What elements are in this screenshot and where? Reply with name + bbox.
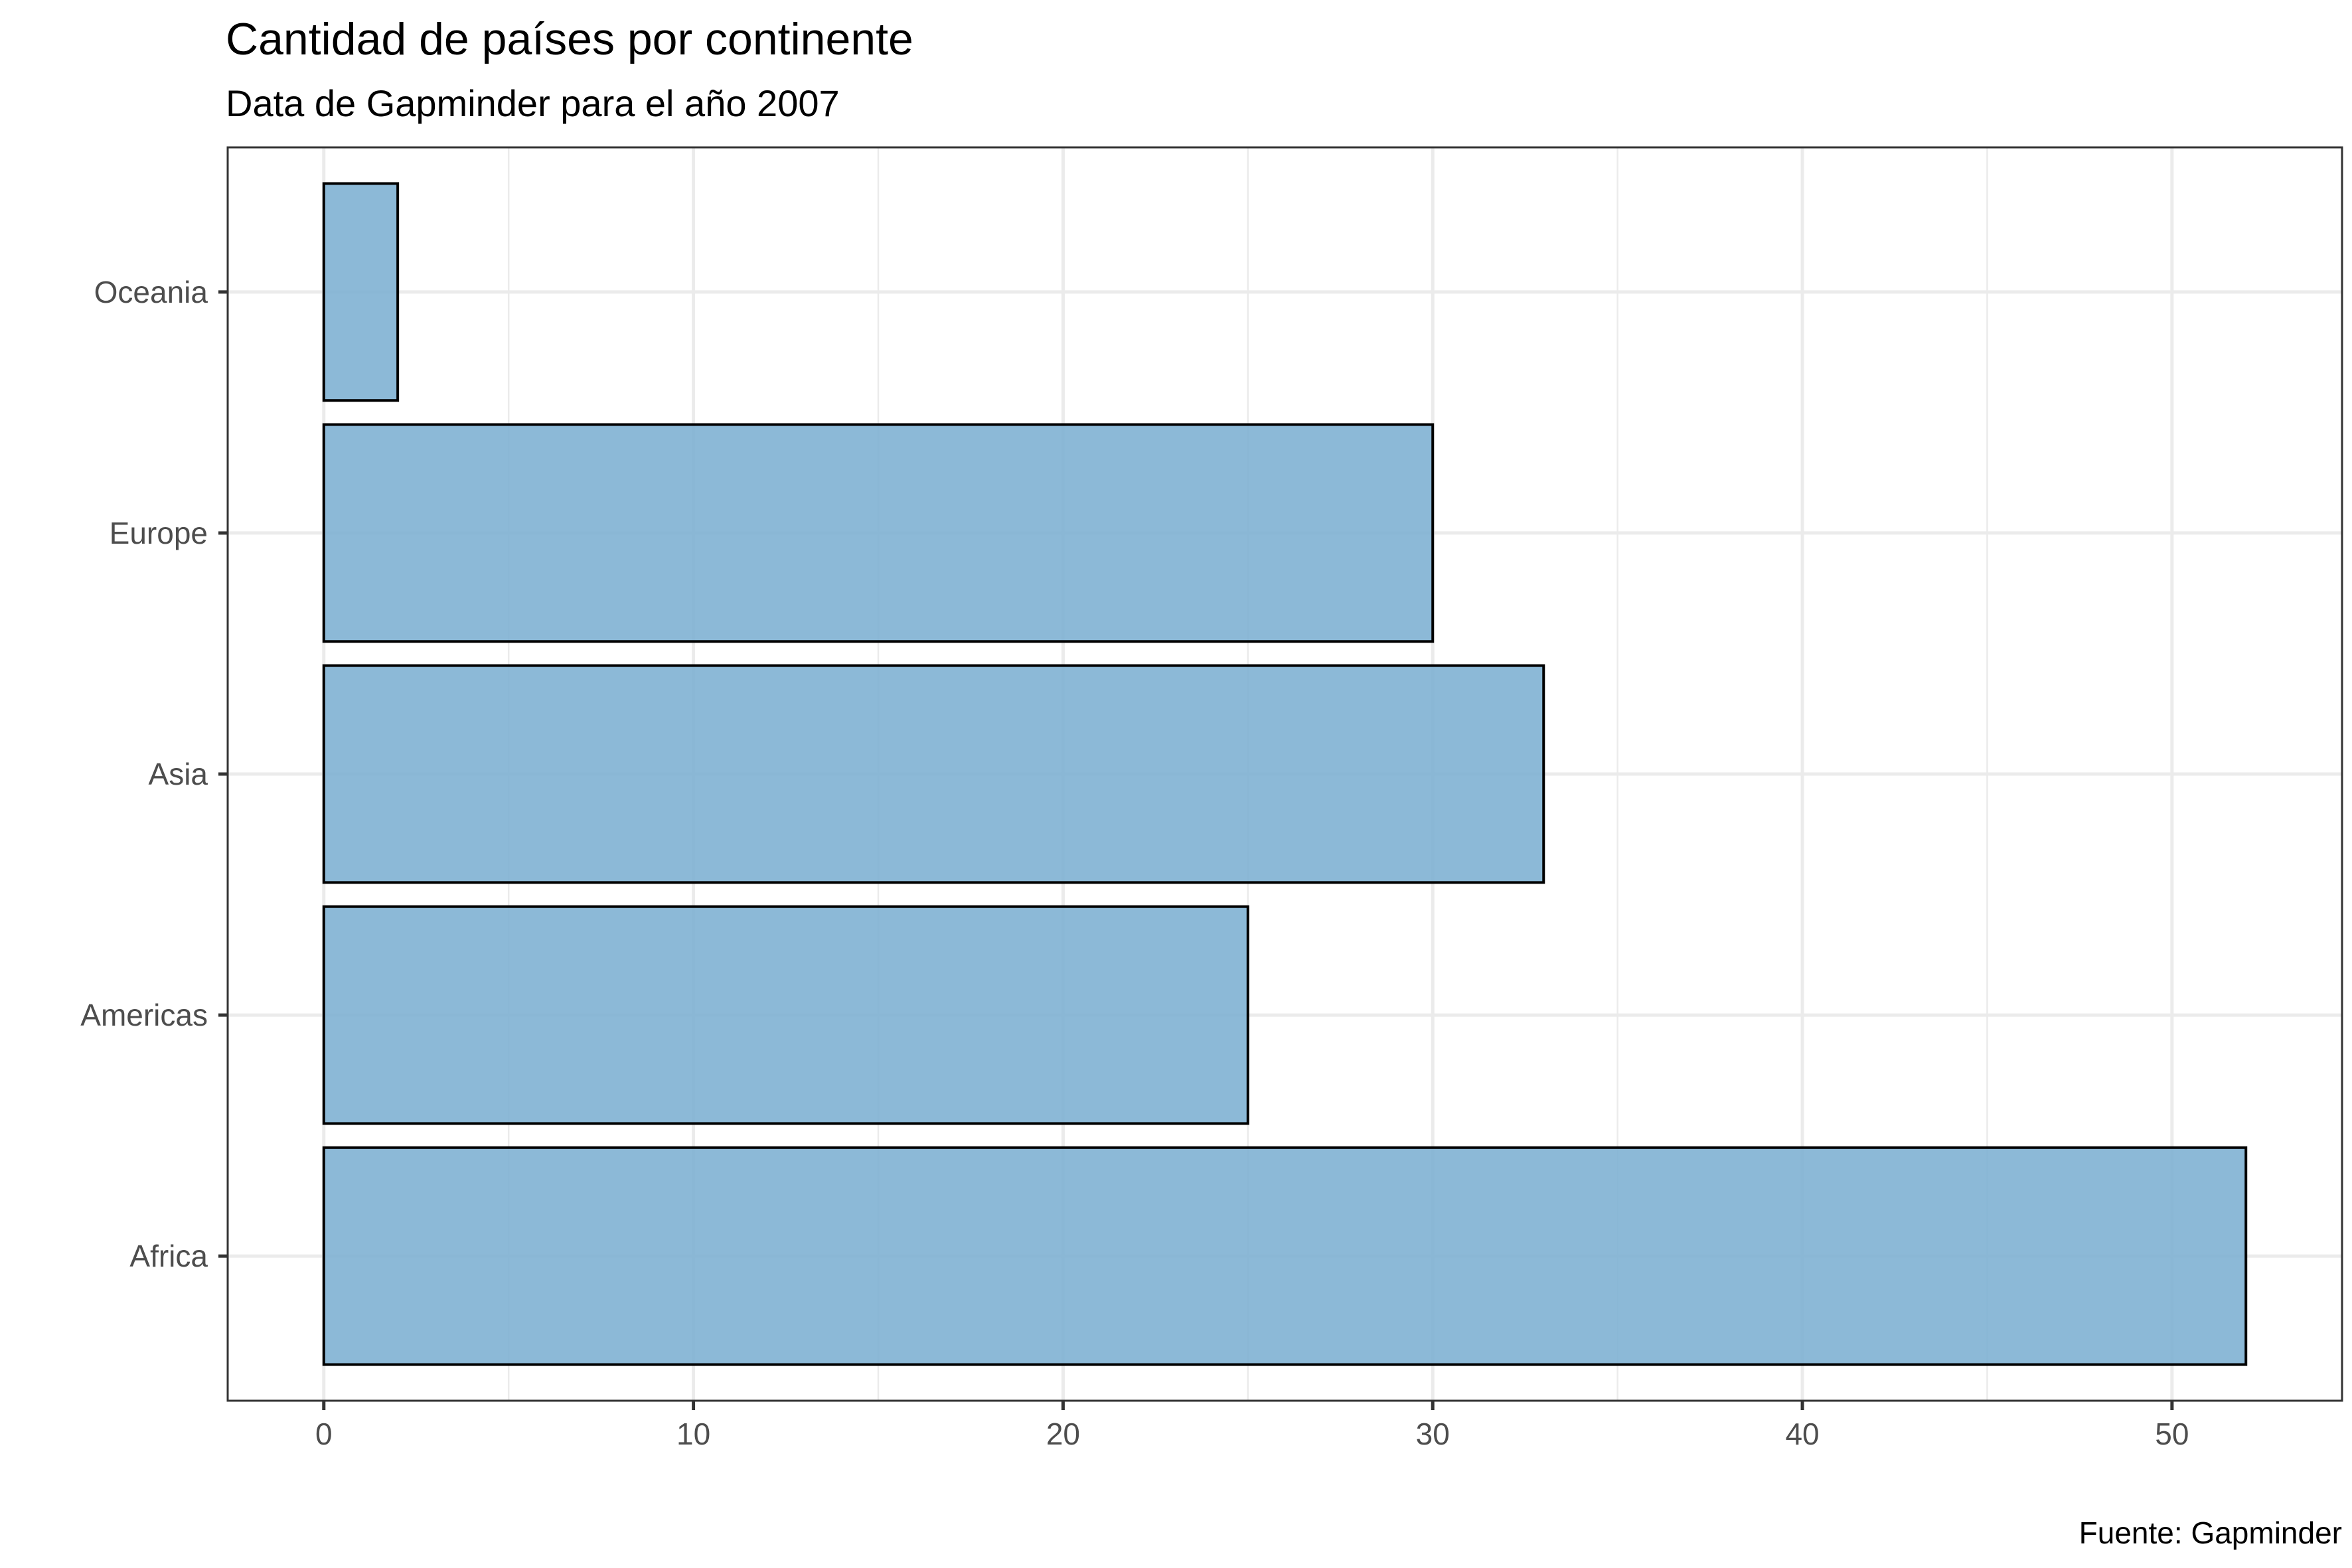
x-tick-label: 0 [315,1417,333,1451]
chart-title: Cantidad de países por continente [226,14,913,64]
y-tick-label-europe: Europe [110,516,208,550]
x-tick-label: 20 [1046,1417,1080,1451]
bar-oceania [322,182,400,402]
bar-asia [322,664,1545,884]
y-tick-label-asia: Asia [149,757,208,791]
bar-africa [322,1146,2248,1366]
x-tick-label: 40 [1785,1417,1819,1451]
bar-europe [322,423,1435,643]
x-axis: 0 10 20 30 40 50 [315,1401,2189,1451]
bar-americas [322,905,1249,1125]
chart-caption: Fuente: Gapminder [2079,1516,2342,1550]
y-tick-label-africa: Africa [129,1239,208,1273]
bars [322,182,2248,1366]
y-axis: Africa Americas Asia Europe Oceania [80,275,228,1273]
y-tick-label-americas: Americas [80,998,208,1032]
x-tick-label: 10 [676,1417,710,1451]
x-tick-label: 30 [1416,1417,1450,1451]
chart-subtitle: Data de Gapminder para el año 2007 [226,82,840,124]
plot-panel [226,146,2343,1402]
y-tick-label-oceania: Oceania [94,275,208,309]
x-tick-label: 50 [2155,1417,2189,1451]
